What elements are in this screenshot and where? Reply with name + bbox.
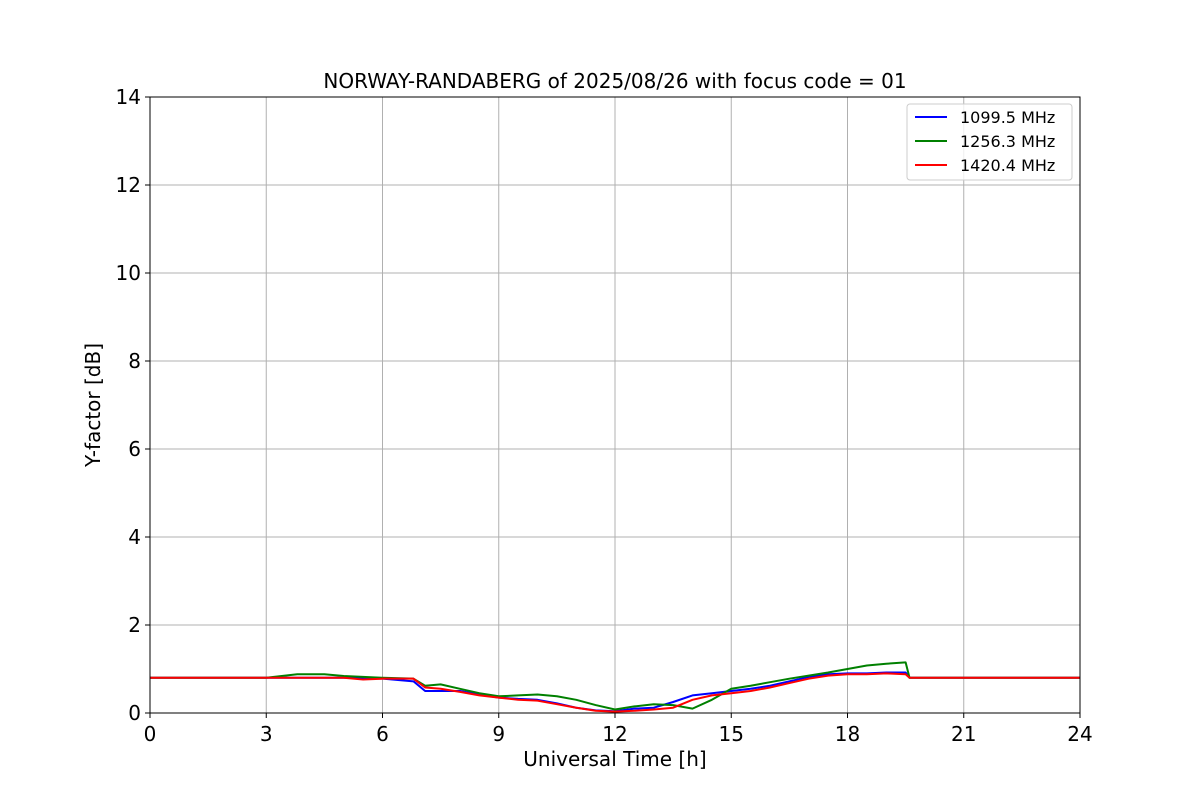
y-tick-label: 6	[128, 437, 141, 461]
y-axis-title: Y-factor [dB]	[81, 343, 105, 468]
x-tick-label: 15	[719, 722, 744, 746]
x-tick-label: 12	[602, 722, 627, 746]
legend-box	[906, 103, 1073, 181]
y-tick-label: 14	[116, 85, 141, 109]
x-axis-title: Universal Time [h]	[523, 747, 706, 771]
x-tick-label: 3	[260, 722, 273, 746]
y-tick-label: 2	[128, 613, 141, 637]
series-line-3	[150, 672, 1080, 713]
series-line-2	[150, 661, 1080, 711]
series-line-1	[150, 671, 1080, 713]
chart-title: NORWAY-RANDABERG of 2025/08/26 with focu…	[323, 69, 906, 93]
x-tick-label: 6	[376, 722, 389, 746]
legend-label-2: 1256.3 MHz	[960, 132, 1055, 151]
series-lines	[150, 661, 1080, 713]
x-tick-label: 24	[1067, 722, 1092, 746]
x-tick-label: 21	[951, 722, 976, 746]
legend-label-3: 1420.4 MHz	[960, 156, 1055, 175]
y-tick-label: 10	[116, 261, 141, 285]
legend: 1099.5 MHz 1256.3 MHz 1420.4 MHz	[906, 103, 1073, 181]
x-tick-label: 9	[492, 722, 505, 746]
y-tick-label: 12	[116, 173, 141, 197]
y-tick-label: 4	[128, 525, 141, 549]
y-tick-label: 0	[128, 701, 141, 725]
y-tick-label: 8	[128, 349, 141, 373]
x-tick-label: 18	[835, 722, 860, 746]
x-tick-label: 0	[144, 722, 157, 746]
legend-label-1: 1099.5 MHz	[960, 108, 1055, 127]
